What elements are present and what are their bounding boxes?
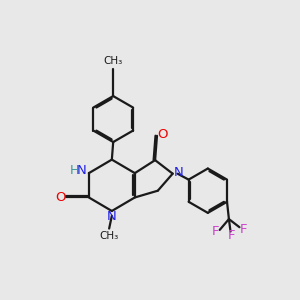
Text: N: N <box>107 210 117 224</box>
Text: CH₃: CH₃ <box>103 56 123 67</box>
Text: N: N <box>76 164 86 178</box>
Text: O: O <box>55 191 66 204</box>
Text: F: F <box>227 229 235 242</box>
Text: H: H <box>69 164 79 178</box>
Text: F: F <box>212 225 220 238</box>
Text: O: O <box>157 128 168 141</box>
Text: F: F <box>240 223 247 236</box>
Text: CH₃: CH₃ <box>100 231 119 241</box>
Text: N: N <box>174 166 184 179</box>
